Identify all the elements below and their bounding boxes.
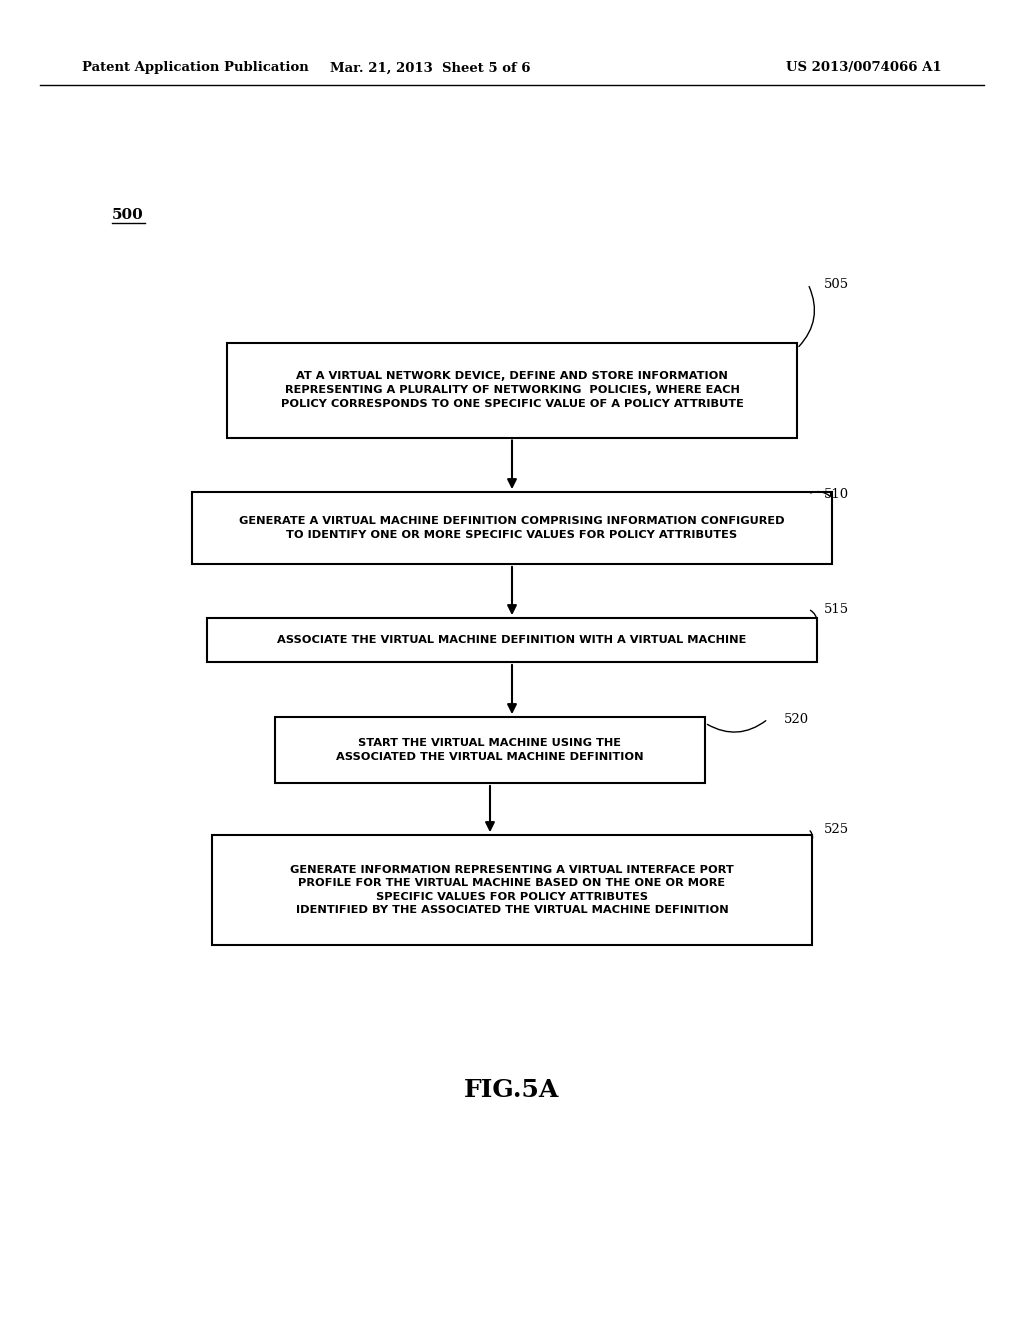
Text: START THE VIRTUAL MACHINE USING THE
ASSOCIATED THE VIRTUAL MACHINE DEFINITION: START THE VIRTUAL MACHINE USING THE ASSO…	[336, 738, 644, 762]
Text: 525: 525	[824, 822, 849, 836]
Text: AT A VIRTUAL NETWORK DEVICE, DEFINE AND STORE INFORMATION
REPRESENTING A PLURALI: AT A VIRTUAL NETWORK DEVICE, DEFINE AND …	[281, 371, 743, 409]
Text: 500: 500	[112, 209, 143, 222]
Text: FIG.5A: FIG.5A	[464, 1078, 560, 1102]
Bar	[227, 342, 797, 437]
Text: 510: 510	[824, 488, 849, 502]
Text: ASSOCIATE THE VIRTUAL MACHINE DEFINITION WITH A VIRTUAL MACHINE: ASSOCIATE THE VIRTUAL MACHINE DEFINITION…	[278, 635, 746, 645]
Text: Patent Application Publication: Patent Application Publication	[82, 62, 309, 74]
Text: GENERATE A VIRTUAL MACHINE DEFINITION COMPRISING INFORMATION CONFIGURED
TO IDENT: GENERATE A VIRTUAL MACHINE DEFINITION CO…	[240, 516, 784, 540]
Text: 520: 520	[784, 713, 809, 726]
Text: GENERATE INFORMATION REPRESENTING A VIRTUAL INTERFACE PORT
PROFILE FOR THE VIRTU: GENERATE INFORMATION REPRESENTING A VIRT…	[290, 865, 734, 915]
Text: 515: 515	[824, 603, 849, 616]
Bar	[275, 717, 705, 783]
Bar	[207, 618, 817, 663]
Bar	[193, 492, 831, 564]
Text: US 2013/0074066 A1: US 2013/0074066 A1	[786, 62, 942, 74]
Text: Mar. 21, 2013  Sheet 5 of 6: Mar. 21, 2013 Sheet 5 of 6	[330, 62, 530, 74]
Bar	[212, 836, 812, 945]
Text: 505: 505	[824, 279, 849, 290]
